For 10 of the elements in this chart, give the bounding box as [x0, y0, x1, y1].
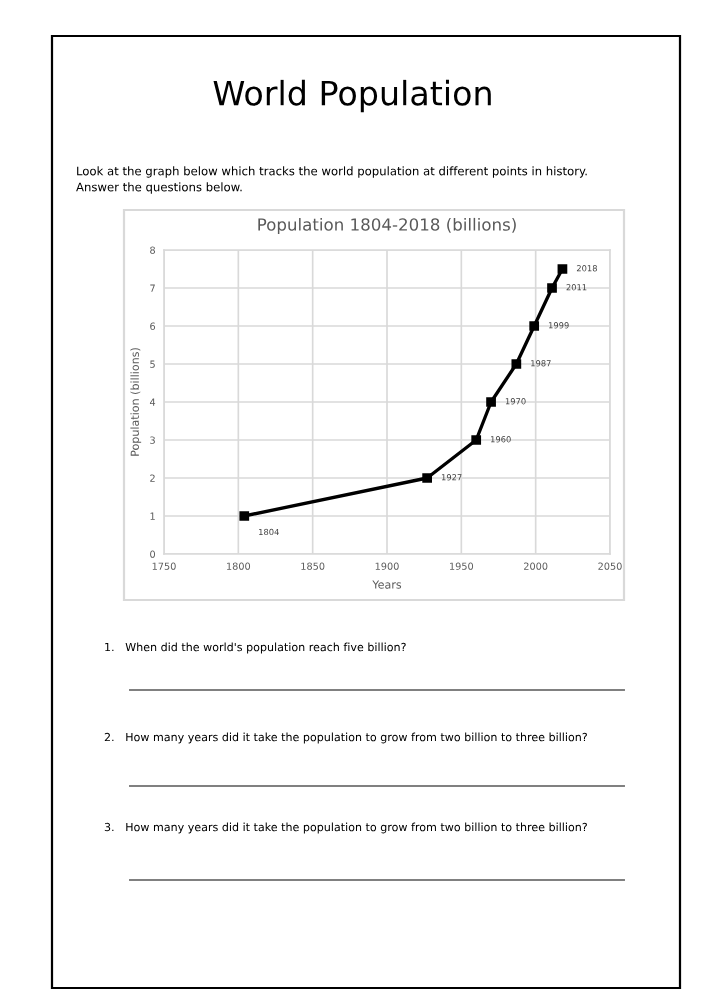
- point: [557, 264, 568, 274]
- point: [511, 359, 522, 369]
- chart-title: Population 1804-2018 (billions): [258, 217, 516, 235]
- text: World Population: [213, 79, 491, 113]
- point: [486, 397, 496, 407]
- point: [471, 435, 482, 445]
- point: [529, 321, 540, 331]
- point: [239, 511, 250, 521]
- point: [547, 283, 557, 293]
- point: [422, 473, 432, 483]
